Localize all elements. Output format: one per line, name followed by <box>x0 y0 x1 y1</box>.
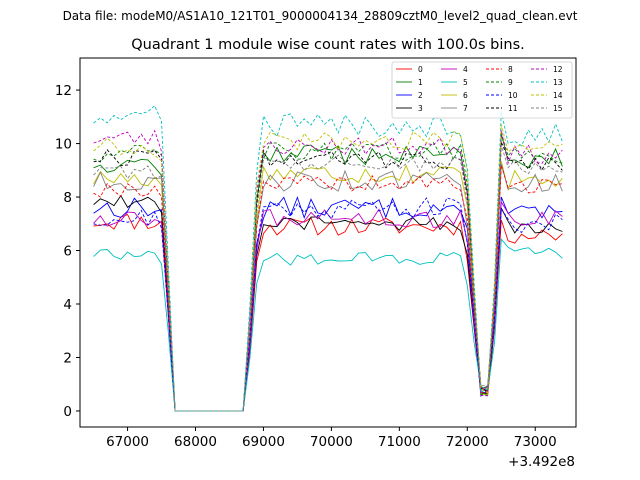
legend-label-10: 10 <box>508 91 518 100</box>
legend-label-14: 14 <box>553 91 563 100</box>
series-line-1 <box>93 133 563 412</box>
y-tick-label: 0 <box>63 404 72 420</box>
suptitle: Data file: modeM0/AS1A10_121T01_90000041… <box>63 9 578 23</box>
x-tick-label: 67000 <box>106 434 149 450</box>
legend-label-5: 5 <box>463 78 468 87</box>
x-axis: 67000 68000 69000 70000 71000 72000 73000 <box>106 427 557 450</box>
y-tick-label: 6 <box>63 244 72 260</box>
axes-frame <box>79 57 577 428</box>
series-line-12 <box>93 129 563 412</box>
legend-label-9: 9 <box>508 78 513 87</box>
legend-label-12: 12 <box>553 65 563 74</box>
legend-label-2: 2 <box>418 91 423 100</box>
x-tick-label: 70000 <box>310 434 353 450</box>
series-line-8 <box>93 165 563 412</box>
x-offset-label: +3.492e8 <box>508 454 575 470</box>
legend-label-15: 15 <box>553 104 563 113</box>
y-tick-label: 4 <box>63 297 72 313</box>
y-tick-label: 8 <box>63 190 72 206</box>
series-line-11 <box>93 142 563 412</box>
legend-label-11: 11 <box>508 104 518 113</box>
legend-label-1: 1 <box>418 78 423 87</box>
x-tick-label: 68000 <box>174 434 217 450</box>
legend-label-3: 3 <box>418 104 423 113</box>
legend-box <box>391 61 573 119</box>
x-tick-label: 72000 <box>446 434 489 450</box>
y-tick-label: 10 <box>55 137 72 153</box>
y-axis: 0 2 4 6 8 10 12 <box>55 83 80 420</box>
x-tick-label: 69000 <box>242 434 285 450</box>
series-line-15 <box>93 145 563 412</box>
x-tick-label: 73000 <box>514 434 557 450</box>
legend-label-6: 6 <box>463 91 468 100</box>
legend-label-8: 8 <box>508 65 513 74</box>
x-tick-label: 71000 <box>378 434 421 450</box>
series-line-5 <box>93 237 563 412</box>
legend-label-13: 13 <box>553 78 563 87</box>
legend-label-7: 7 <box>463 104 468 113</box>
legend-label-0: 0 <box>418 65 423 74</box>
series-line-9 <box>93 133 563 412</box>
series-line-13 <box>93 104 563 412</box>
y-tick-label: 2 <box>63 350 72 366</box>
chart-title: Quadrant 1 module wise count rates with … <box>131 37 525 53</box>
y-tick-label: 12 <box>55 83 72 99</box>
plot-area <box>93 104 563 412</box>
legend-label-4: 4 <box>463 65 468 74</box>
